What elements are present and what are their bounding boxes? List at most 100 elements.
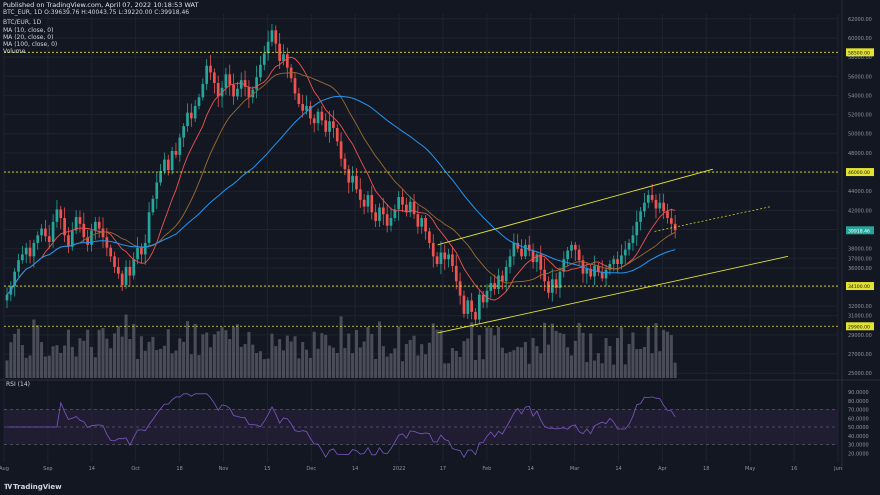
candle-body (612, 259, 616, 265)
volume-bar (36, 325, 40, 378)
volume-bar (539, 353, 543, 378)
candle-body (477, 294, 481, 320)
candle-body (120, 273, 124, 286)
candle-body (132, 259, 136, 276)
x-axis-label: Apr (658, 466, 668, 472)
candle-body (67, 235, 70, 247)
volume-bar (289, 341, 293, 378)
volume-bar (431, 323, 435, 378)
price-tick-label: 25000.00 (848, 371, 872, 377)
volume-bar (128, 339, 132, 378)
last-price-tag (846, 226, 874, 235)
candle-body (466, 300, 470, 314)
volume-bar (589, 333, 593, 378)
candle-body (405, 204, 408, 213)
volume-bar (512, 350, 516, 378)
candle-body (666, 211, 669, 219)
volume-bar (470, 322, 474, 378)
x-axis-label: Aug (0, 466, 9, 472)
candle-body (639, 211, 642, 222)
volume-bar (508, 351, 512, 378)
candle-body (451, 254, 454, 266)
volume-bar (82, 340, 86, 378)
candle-body (266, 41, 270, 54)
candle-body (454, 265, 458, 282)
legend-ma10[interactable]: MA (10, close, 0) (3, 27, 54, 34)
candle-body (236, 88, 239, 97)
volume-bar (109, 348, 113, 378)
volume-bar (197, 355, 201, 378)
candle-body (462, 295, 466, 314)
x-axis-label: 18 (176, 466, 182, 472)
volume-bar (642, 346, 646, 378)
x-axis-label: 17 (440, 466, 446, 472)
candle-body (646, 195, 650, 203)
candle-body (232, 84, 235, 97)
candle-body (616, 259, 619, 265)
candle-body (128, 266, 132, 276)
volume-bar (166, 329, 170, 378)
volume-bar (28, 355, 32, 378)
volume-bar (527, 363, 531, 378)
price-tick-label: 50000.00 (848, 132, 872, 138)
volume-bar (224, 330, 228, 378)
legend-ma100[interactable]: MA (100, close, 0) (3, 41, 58, 48)
candle-body (70, 230, 74, 247)
volume-bar (235, 324, 239, 378)
volume-bar (147, 341, 151, 378)
volume-bar (151, 336, 155, 378)
volume-bar (654, 323, 658, 378)
candle-body (458, 281, 462, 296)
x-axis-label: 2022 (393, 466, 406, 472)
candle-body (597, 265, 600, 272)
x-axis-label: Oct (131, 466, 140, 472)
volume-bar (301, 342, 305, 378)
candle-body (201, 83, 205, 98)
candle-body (397, 196, 401, 210)
volume-bar (443, 363, 447, 378)
volume-bar (673, 362, 677, 378)
candle-body (189, 112, 193, 119)
candle-body (416, 214, 420, 227)
rsi-tick-label: 40.0000 (848, 434, 869, 440)
volume-bar (189, 354, 193, 378)
price-tick-label: 48000.00 (848, 151, 872, 157)
candle-body (278, 43, 281, 61)
rsi-label[interactable]: RSI (14) (6, 381, 30, 388)
candle-body (643, 202, 646, 212)
candle-body (32, 242, 36, 257)
candle-body (481, 294, 485, 303)
candle-body (247, 86, 251, 98)
candle-body (547, 281, 550, 293)
legend-ma20[interactable]: MA (20, close, 0) (3, 34, 54, 41)
volume-bar (473, 360, 478, 378)
candle-body (535, 254, 539, 263)
volume-bar (89, 346, 94, 378)
volume-bar (412, 335, 416, 378)
volume-bar (174, 350, 178, 378)
volume-bar (566, 347, 570, 378)
volume-bar (216, 331, 220, 378)
volume-bar (258, 351, 262, 378)
x-axis-label: Jun (833, 466, 842, 472)
volume-bar (308, 357, 312, 378)
volume-bar (408, 339, 412, 378)
volume-bar (523, 341, 527, 378)
candle-body (335, 127, 339, 142)
candle-body (140, 247, 143, 255)
legend-volume[interactable]: Volume (3, 48, 26, 55)
volume-bar (546, 344, 550, 378)
volume-bar (385, 356, 389, 378)
candle-body (669, 218, 673, 224)
x-axis-label: 14 (615, 466, 621, 472)
legend-symbol: BTC/EUR, 1D (3, 19, 42, 26)
volume-bar (631, 332, 635, 378)
volume-bar (328, 345, 332, 378)
x-axis-label: 15 (264, 466, 270, 472)
rsi-tick-label: 60.0000 (848, 416, 869, 422)
candle-body (274, 30, 278, 44)
candle-body (585, 268, 589, 274)
candle-body (573, 244, 577, 250)
